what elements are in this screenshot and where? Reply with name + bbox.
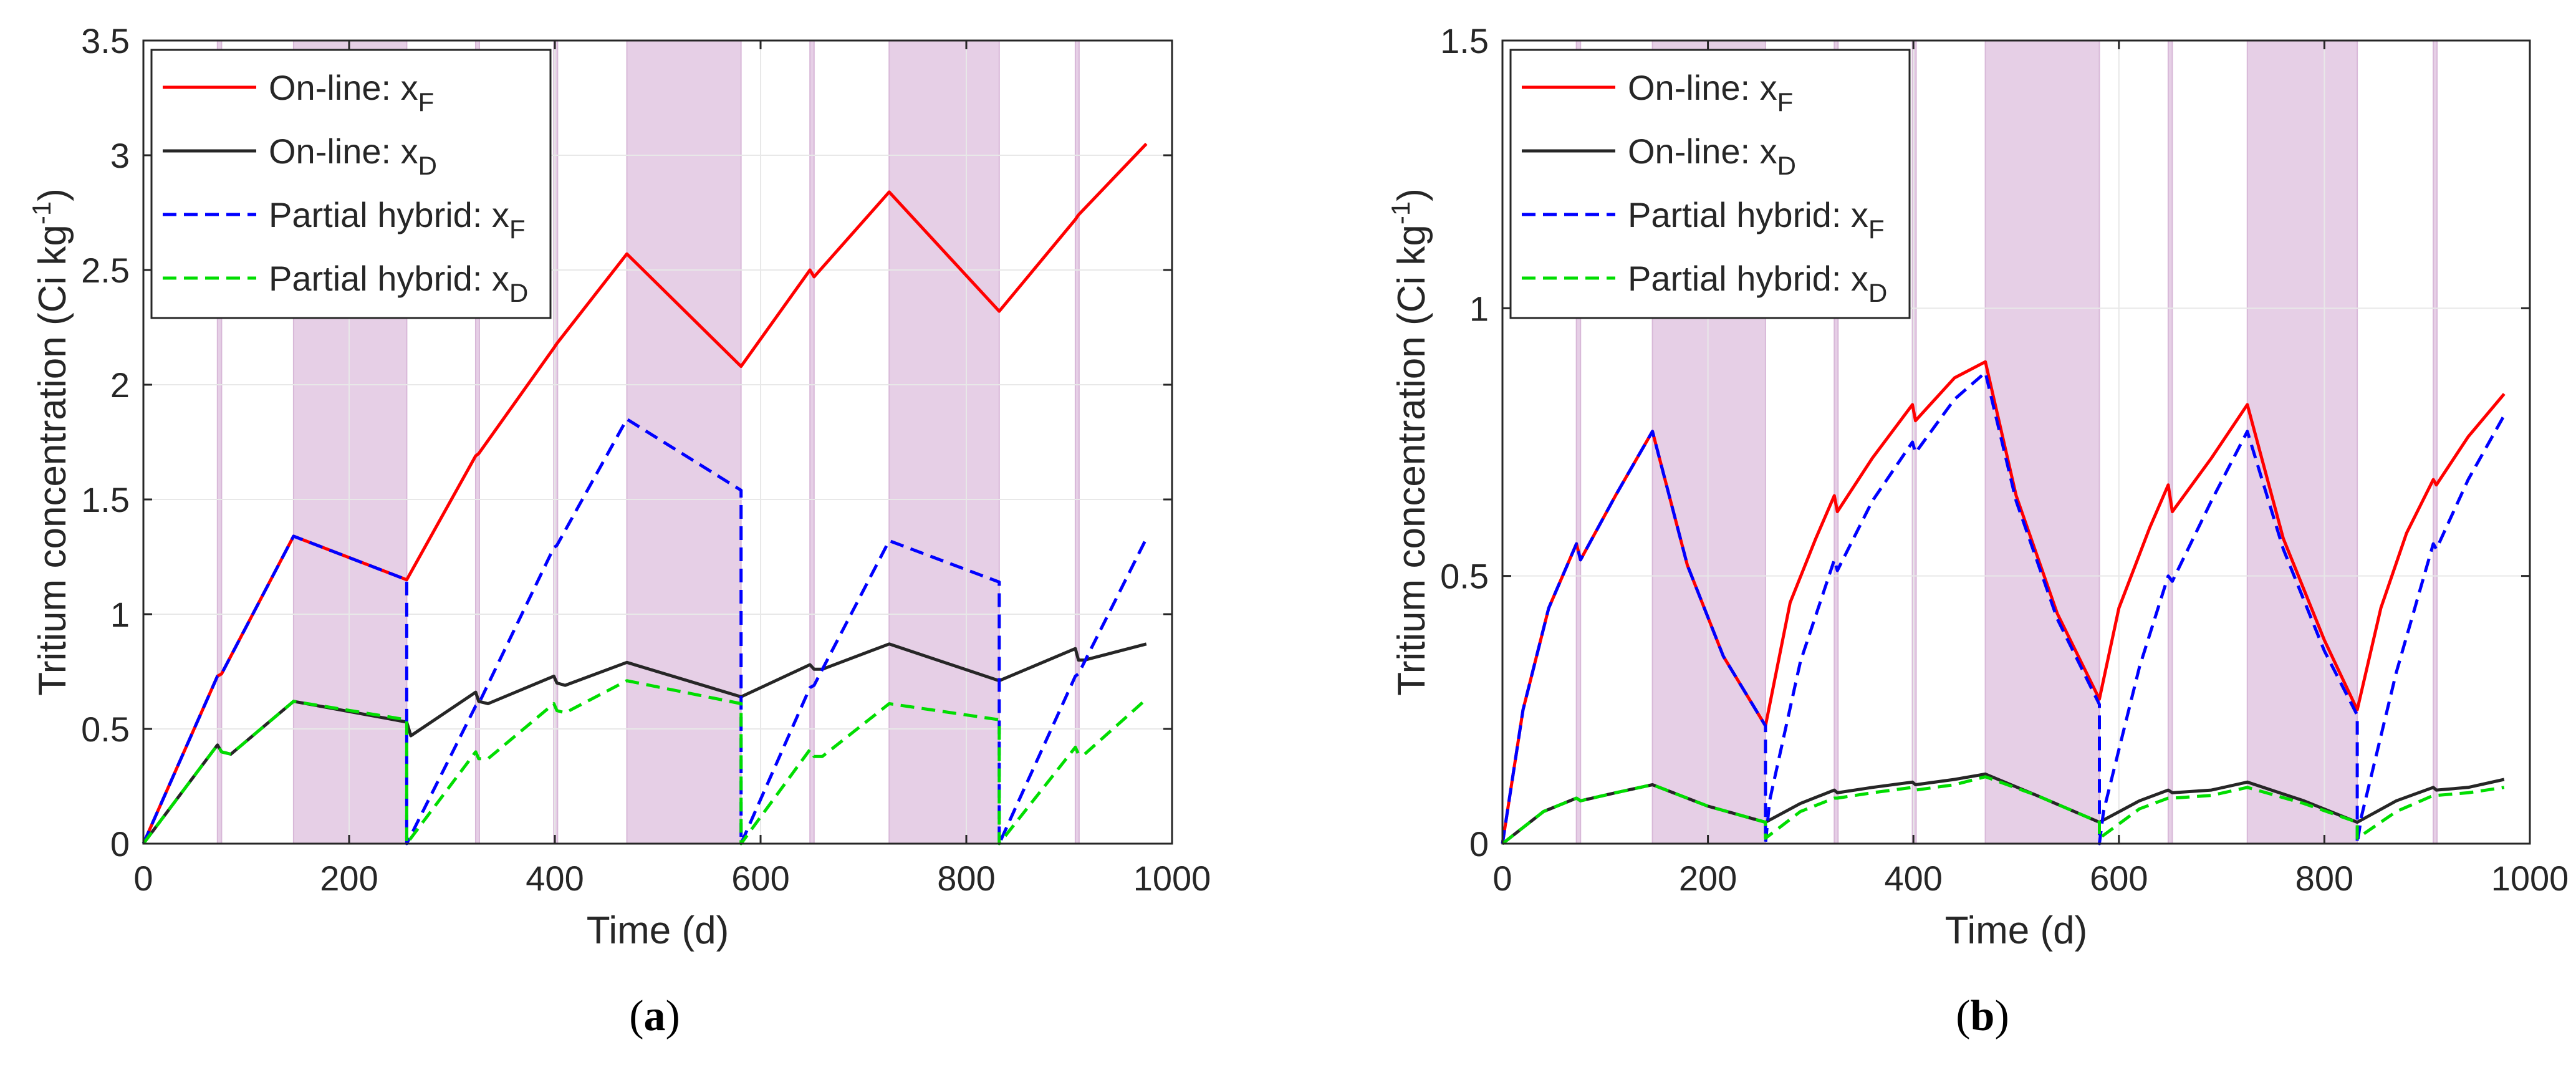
legend-box [150, 49, 552, 319]
y-tick-label: 2.5 [81, 251, 130, 290]
legend-label: On-line: xD [269, 132, 437, 180]
legend-label: Partial hybrid: xF [269, 195, 526, 244]
series-line-black [142, 642, 1147, 845]
x-tick-label: 1000 [1133, 859, 1211, 898]
x-tick-label: 400 [526, 859, 584, 898]
y-tick-label: 0.5 [81, 710, 130, 749]
y-tick-label: 1.5 [81, 480, 130, 519]
x-tick-label: 1000 [2491, 859, 2569, 898]
x-tick-label: 0 [1492, 859, 1512, 898]
shaded-interval [626, 40, 742, 844]
series-line-green [142, 679, 1148, 846]
shaded-interval [1074, 40, 1080, 844]
x-tick-label: 600 [2090, 859, 2148, 898]
shaded-interval [809, 40, 815, 844]
x-axis-label: Time (d) [587, 909, 729, 952]
x-tick-label: 800 [937, 859, 995, 898]
legend-label: Partial hybrid: xF [1628, 195, 1885, 244]
chart-panel-b: 0 200 400 600 800 1000 0 0.5 1 1.5 Time (d) Tritium… [1386, 21, 2569, 952]
series-line-green [1501, 775, 2505, 845]
y-tick-label: 3 [110, 136, 130, 175]
series-line-red [142, 142, 1148, 845]
y-tick-label: 0.5 [1440, 557, 1489, 596]
x-tick-label: 600 [731, 859, 789, 898]
y-tick-label: 2 [110, 365, 130, 405]
y-tick-label: 1 [1469, 289, 1489, 328]
chart-panel-a: 0 200 400 600 800 1000 0 0.5 1 1.5 2 2.5 3 3.5 Time (d… [27, 21, 1211, 952]
shaded-interval [888, 40, 1000, 844]
x-tick-label: 400 [1884, 859, 1942, 898]
y-tick-label: 1.5 [1440, 21, 1489, 60]
legend-label: On-line: xF [1628, 68, 1793, 117]
x-axis-label: Time (d) [1945, 909, 2087, 952]
panel-label-a: (a) [629, 992, 680, 1040]
legend-box [1509, 49, 1911, 319]
panel-label-b: (b) [1956, 992, 2009, 1040]
legend-label: On-line: xF [269, 68, 434, 117]
x-tick-label: 200 [320, 859, 378, 898]
x-tick-label: 800 [2295, 859, 2353, 898]
shaded-interval [2433, 40, 2438, 844]
y-tick-label: 3.5 [81, 21, 130, 60]
y-axis-label: Tritium concentration (Ci kg-1) [27, 188, 74, 696]
legend-label: Partial hybrid: xD [269, 259, 528, 307]
series-line-blue [142, 417, 1148, 846]
y-axis-label: Tritium concentration (Ci kg-1) [1386, 188, 1433, 696]
legend-label: On-line: xD [1628, 132, 1796, 180]
axes-frame [1501, 39, 2531, 845]
y-tick-label: 1 [110, 595, 130, 634]
y-tick-label: 0 [1469, 824, 1489, 864]
series-line-blue [1501, 370, 2506, 846]
legend-label: Partial hybrid: xD [1628, 259, 1887, 307]
x-tick-label: 200 [1679, 859, 1737, 898]
x-tick-label: 0 [133, 859, 153, 898]
axes-frame [142, 39, 1173, 845]
shaded-interval [2246, 40, 2358, 844]
y-tick-label: 0 [110, 824, 130, 864]
shaded-interval [2167, 40, 2173, 844]
